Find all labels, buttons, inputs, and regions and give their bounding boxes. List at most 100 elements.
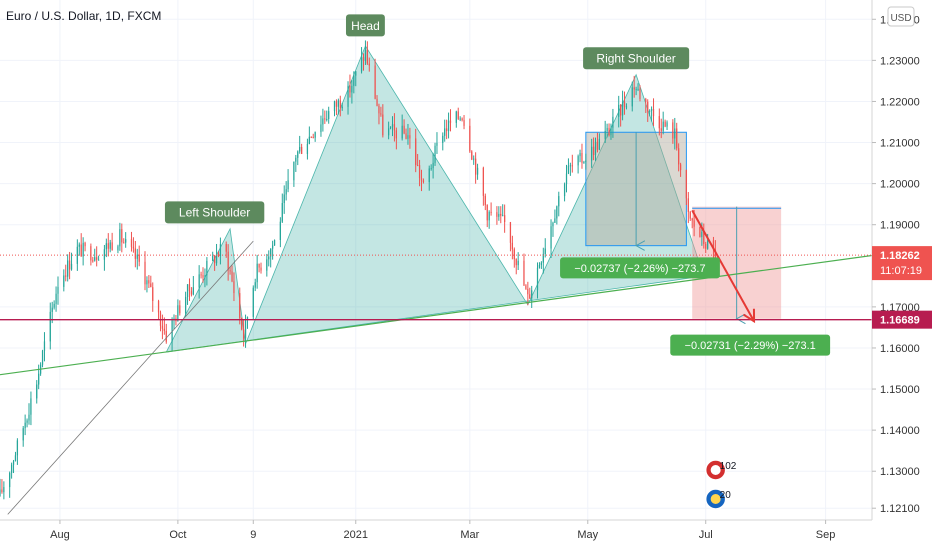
candle-body xyxy=(674,128,676,139)
candle-body xyxy=(84,242,86,247)
candle-body xyxy=(368,63,370,66)
candle-body xyxy=(504,215,506,223)
candle-body xyxy=(179,305,181,314)
candle-body xyxy=(206,260,208,276)
candle-body xyxy=(241,317,243,330)
time-tick-label: Mar xyxy=(460,529,479,541)
candle-body xyxy=(376,98,378,106)
candle-body xyxy=(244,319,247,339)
pattern-label[interactable]: Left Shoulder xyxy=(164,201,265,224)
candle-body xyxy=(337,100,339,107)
candle-body xyxy=(279,221,281,240)
measure-label-target[interactable]: −0.02731 (−2.29%) −273.1 xyxy=(670,334,831,356)
candle-body xyxy=(14,455,17,462)
time-tick-label: 2021 xyxy=(344,529,368,541)
projection-arrow[interactable] xyxy=(691,209,755,322)
candle-body xyxy=(306,143,309,154)
candle-body xyxy=(563,184,566,197)
candle-body xyxy=(200,274,202,276)
candle-body xyxy=(529,294,531,299)
candle-body xyxy=(393,124,396,131)
projection-arrow-head xyxy=(742,308,756,324)
measure-label-target-text: −0.02731 (−2.29%) −273.1 xyxy=(685,340,816,352)
candle-body xyxy=(161,325,164,329)
candle-body xyxy=(618,104,620,117)
candle-body xyxy=(662,121,664,131)
candle-body xyxy=(30,398,32,415)
candle-body xyxy=(430,168,432,170)
candle-body xyxy=(403,125,405,134)
candle-body xyxy=(592,146,595,155)
candle-body xyxy=(471,151,473,160)
candle-body xyxy=(43,341,46,351)
measure-label-pattern-height[interactable]: −0.02737 (−2.26%) −273.7 xyxy=(560,257,720,279)
thin-trendline[interactable] xyxy=(7,240,254,515)
candle-body xyxy=(637,88,639,90)
candle-body xyxy=(380,113,382,115)
current-price-tag xyxy=(872,246,932,281)
candle-body xyxy=(511,242,514,250)
candle-body xyxy=(36,384,38,399)
candle-body xyxy=(134,248,136,259)
candle-body xyxy=(635,88,637,90)
candle-body xyxy=(117,246,119,251)
candle-body xyxy=(212,255,214,261)
candle-body xyxy=(165,330,167,342)
candle-body xyxy=(82,242,84,257)
price-axis[interactable]: 1.240001.230001.220001.210001.200001.190… xyxy=(872,14,920,515)
time-tick-label: Aug xyxy=(50,529,70,541)
candle-body xyxy=(219,244,222,256)
candle-body xyxy=(333,101,336,112)
candle-body xyxy=(678,148,680,165)
time-tick-label: Oct xyxy=(169,529,186,541)
candle-body xyxy=(455,111,457,123)
candle-body xyxy=(469,125,471,152)
time-tick-label: Jul xyxy=(699,529,713,541)
candle-body xyxy=(552,222,554,227)
candle-body xyxy=(401,125,403,139)
candle-body xyxy=(490,211,492,213)
candle-body xyxy=(558,196,560,207)
candle-body xyxy=(1,489,3,493)
candle-body xyxy=(300,146,303,154)
candle-body xyxy=(691,218,693,221)
candle-body xyxy=(685,170,688,199)
event-badges[interactable]: 102 20 xyxy=(704,459,737,510)
event-badge[interactable]: 102 xyxy=(704,459,737,481)
candle-body xyxy=(567,165,570,174)
current-price-label: 1.18262 xyxy=(880,250,920,262)
event-badge[interactable]: 20 xyxy=(704,488,732,510)
candle-body xyxy=(687,198,689,212)
candle-body xyxy=(484,195,486,206)
currency-button[interactable]: USD xyxy=(887,6,915,27)
pattern-label[interactable]: Head xyxy=(345,14,385,37)
candle-body xyxy=(362,57,365,61)
candle-body xyxy=(502,215,504,217)
candle-body xyxy=(68,260,71,270)
candle-body xyxy=(266,259,268,271)
event-badge-count: 20 xyxy=(720,490,732,501)
candle-body xyxy=(271,245,274,249)
candle-body xyxy=(324,118,326,120)
price-tick-label: 1.16000 xyxy=(880,343,920,355)
candle-body xyxy=(10,464,13,473)
event-badge-inner xyxy=(710,494,721,504)
pattern-label[interactable]: Right Shoulder xyxy=(583,47,690,70)
candle-body xyxy=(320,124,322,133)
event-badge-count: 102 xyxy=(720,461,737,472)
neckline-trendline[interactable] xyxy=(0,254,872,376)
time-axis[interactable]: Aug Oct 9 2021 Mar May Jul Sep xyxy=(50,520,835,541)
candle-body xyxy=(531,290,533,299)
candle-body xyxy=(418,165,421,179)
candle-body xyxy=(70,263,73,270)
candle-body xyxy=(76,246,78,264)
candle-body xyxy=(676,128,678,149)
candle-body xyxy=(476,167,479,175)
candle-body xyxy=(658,116,660,129)
measure-label-target-bg xyxy=(670,334,831,356)
candle-body xyxy=(428,168,430,183)
candle-body xyxy=(16,440,19,456)
candle-body xyxy=(339,100,341,109)
candle-body xyxy=(347,85,349,107)
candle-body xyxy=(231,271,233,282)
